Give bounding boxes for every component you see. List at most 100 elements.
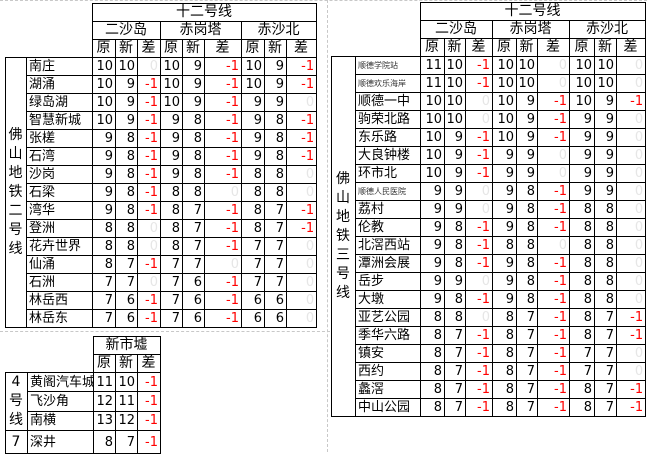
new-count[interactable]: 8 [264,111,287,130]
difference[interactable]: -1 [204,93,242,112]
original-count[interactable]: 9 [420,182,445,201]
new-count[interactable]: 9 [444,164,466,183]
difference[interactable]: -1 [204,57,242,76]
difference[interactable]: -1 [285,201,318,220]
original-count[interactable]: 8 [420,398,445,417]
line12-header[interactable]: 十二号线 [419,2,647,21]
difference[interactable]: -1 [537,362,570,381]
difference[interactable]: 0 [285,165,318,184]
new-count[interactable]: 7 [115,273,138,292]
new-count[interactable]: 8 [444,254,466,273]
new-count[interactable]: 9 [594,92,617,111]
original-count[interactable]: 8 [241,165,265,184]
header-corner[interactable] [5,336,94,373]
difference[interactable]: -1 [615,380,647,399]
station-group-header[interactable]: 新市墟 [92,336,162,355]
difference[interactable]: -1 [465,236,493,255]
new-count[interactable]: 8 [264,183,287,202]
original-count[interactable]: 9 [160,147,183,166]
new-count[interactable]: 6 [115,309,138,328]
new-count[interactable]: 8 [444,290,466,309]
new-header[interactable]: 新 [444,38,466,57]
new-count[interactable]: 8 [182,147,205,166]
original-count[interactable]: 7 [92,273,116,292]
station-name[interactable]: 仙涌 [26,255,93,274]
new-count[interactable]: 8 [115,201,138,220]
new-count[interactable]: 9 [444,272,466,291]
difference[interactable]: 0 [615,290,647,309]
new-count[interactable]: 8 [594,200,617,219]
original-count[interactable]: 9 [160,165,183,184]
original-count[interactable]: 8 [160,219,183,238]
original-count[interactable]: 9 [420,272,445,291]
difference[interactable]: 0 [537,236,570,255]
new-count[interactable]: 7 [594,398,617,417]
original-count[interactable]: 10 [420,92,445,111]
original-count[interactable]: 9 [492,182,517,201]
original-count[interactable]: 8 [93,430,116,454]
difference[interactable]: -1 [537,308,570,327]
new-count[interactable]: 7 [516,380,538,399]
original-count[interactable]: 9 [569,110,595,129]
new-count[interactable]: 7 [182,219,205,238]
new-count[interactable]: 9 [516,110,538,129]
difference[interactable]: 0 [285,255,318,274]
difference[interactable]: 0 [285,309,318,328]
difference[interactable]: -1 [137,129,161,148]
difference[interactable]: 0 [465,200,493,219]
new-count[interactable]: 7 [115,255,138,274]
original-count[interactable]: 8 [92,219,116,238]
new-header[interactable]: 新 [264,39,287,58]
difference[interactable]: -1 [537,344,570,363]
difference[interactable]: 0 [615,218,647,237]
new-count[interactable]: 8 [115,183,138,202]
new-count[interactable]: 7 [594,344,617,363]
station-name[interactable]: 登洲 [26,219,93,238]
original-count[interactable]: 9 [92,183,116,202]
difference[interactable]: -1 [285,111,318,130]
new-count[interactable]: 7 [264,255,287,274]
difference[interactable]: 0 [537,74,570,93]
new-count[interactable]: 10 [594,74,617,93]
new-count[interactable]: 6 [182,291,205,310]
difference[interactable]: -1 [137,183,161,202]
difference[interactable]: -1 [136,371,162,393]
station-name[interactable]: 驹荣北路 [355,110,421,129]
original-count[interactable]: 7 [241,273,265,292]
difference[interactable]: 0 [615,344,647,363]
new-count[interactable]: 9 [264,57,287,76]
new-count[interactable]: 9 [264,75,287,94]
station-name[interactable]: 西约 [355,362,421,381]
original-count[interactable]: 8 [420,308,445,327]
new-header[interactable]: 新 [115,39,138,58]
difference[interactable]: 0 [615,254,647,273]
difference[interactable]: -1 [204,111,242,130]
new-count[interactable]: 10 [594,56,617,75]
difference[interactable]: 0 [285,183,318,202]
original-count[interactable]: 8 [569,398,595,417]
original-count[interactable]: 8 [492,308,517,327]
new-count[interactable]: 7 [115,430,138,454]
difference[interactable]: 0 [615,146,647,165]
original-count[interactable]: 7 [92,291,116,310]
new-count[interactable]: 10 [516,56,538,75]
difference[interactable]: -1 [137,291,161,310]
original-count[interactable]: 9 [92,201,116,220]
difference[interactable]: 0 [615,128,647,147]
station-name[interactable]: 南庄 [26,57,93,76]
difference[interactable]: 0 [537,146,570,165]
difference-header[interactable]: 差 [204,39,242,58]
original-count[interactable]: 9 [241,147,265,166]
new-count[interactable]: 9 [594,182,617,201]
new-count[interactable]: 9 [115,75,138,94]
station-name[interactable]: 岳步 [355,272,421,291]
original-header[interactable]: 原 [492,38,517,57]
difference[interactable]: 0 [615,110,647,129]
difference[interactable]: -1 [465,398,493,417]
difference[interactable]: -1 [204,75,242,94]
new-count[interactable]: 8 [444,218,466,237]
new-count[interactable]: 8 [115,147,138,166]
original-count[interactable]: 10 [241,75,265,94]
station-group-header[interactable]: 赤沙北 [568,20,647,39]
station-name[interactable]: 林岳东 [26,309,93,328]
